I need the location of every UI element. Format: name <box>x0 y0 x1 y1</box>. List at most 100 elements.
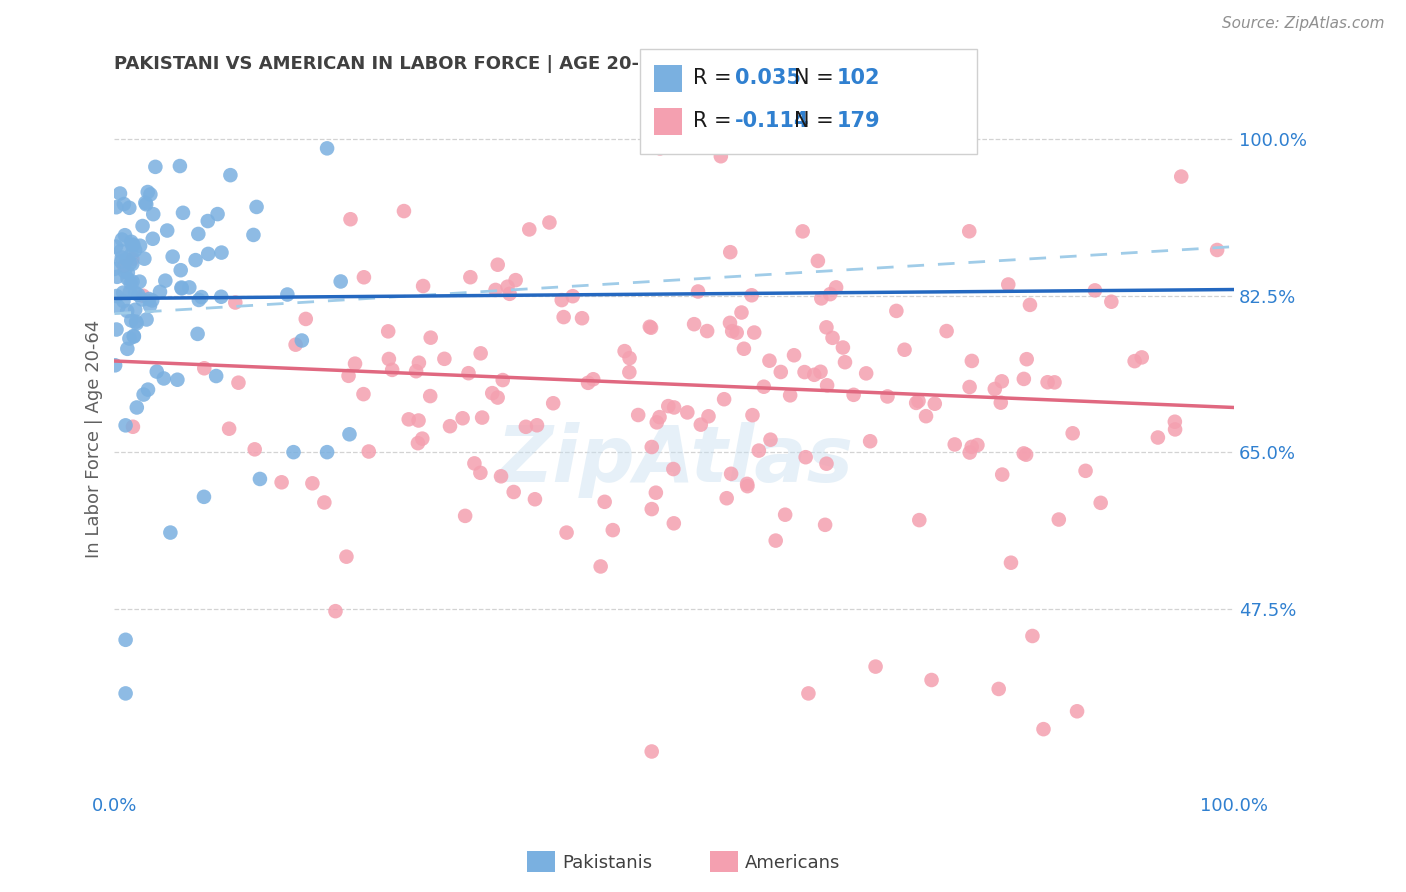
Point <box>716 491 738 506</box>
Point <box>125 316 148 330</box>
Point <box>344 357 367 371</box>
Point <box>291 334 314 348</box>
Point <box>1123 354 1146 368</box>
Point <box>463 456 485 470</box>
Point <box>1090 496 1112 510</box>
Point <box>613 344 636 359</box>
Point <box>122 329 145 343</box>
Point <box>335 549 357 564</box>
Point <box>470 466 492 480</box>
Point <box>357 444 380 458</box>
Point <box>105 269 128 284</box>
Point <box>170 263 193 277</box>
Point <box>855 367 877 381</box>
Point <box>139 187 162 202</box>
Point <box>821 331 844 345</box>
Point <box>1043 376 1066 390</box>
Point <box>697 409 720 424</box>
Point <box>219 168 242 182</box>
Point <box>987 681 1010 696</box>
Point <box>124 302 146 317</box>
Point <box>686 285 709 299</box>
Point <box>132 289 155 303</box>
Point <box>1206 243 1229 257</box>
Point <box>741 408 763 422</box>
Point <box>117 271 139 285</box>
Point <box>769 365 792 379</box>
Point <box>149 285 172 299</box>
Point <box>118 201 141 215</box>
Point <box>121 252 143 266</box>
Point <box>114 632 136 647</box>
Point <box>159 525 181 540</box>
Point <box>515 419 537 434</box>
Text: Source: ZipAtlas.com: Source: ZipAtlas.com <box>1222 16 1385 31</box>
Point <box>105 200 128 214</box>
Point <box>662 516 685 531</box>
Point <box>132 387 155 401</box>
Point <box>960 354 983 368</box>
Point <box>526 418 548 433</box>
Point <box>155 274 177 288</box>
Point <box>924 397 946 411</box>
Point <box>378 351 401 366</box>
Point <box>1021 629 1043 643</box>
Point <box>166 373 188 387</box>
Point <box>1164 422 1187 436</box>
Point <box>242 227 264 242</box>
Text: Pakistanis: Pakistanis <box>562 854 652 871</box>
Point <box>496 279 519 293</box>
Point <box>139 299 162 313</box>
Point <box>129 238 152 252</box>
Text: -0.114: -0.114 <box>735 112 810 131</box>
Point <box>792 224 814 238</box>
Point <box>484 283 506 297</box>
Point <box>773 508 796 522</box>
Point <box>353 270 375 285</box>
Point <box>1066 704 1088 718</box>
Point <box>555 525 578 540</box>
Point <box>169 159 191 173</box>
Point <box>481 386 503 401</box>
Point <box>439 419 461 434</box>
Point <box>172 206 194 220</box>
Point <box>120 276 142 290</box>
Point <box>121 275 143 289</box>
Point <box>124 285 146 300</box>
Point <box>593 495 616 509</box>
Point <box>112 197 135 211</box>
Point <box>865 659 887 673</box>
Point <box>377 324 399 338</box>
Point <box>205 369 228 384</box>
Point <box>893 343 915 357</box>
Point <box>505 273 527 287</box>
Point <box>662 401 685 415</box>
Point <box>921 673 943 687</box>
Point <box>141 293 163 308</box>
Point <box>408 356 430 370</box>
Point <box>876 389 898 403</box>
Point <box>197 247 219 261</box>
Point <box>523 492 546 507</box>
Point <box>640 320 662 334</box>
Point <box>602 523 624 537</box>
Text: 179: 179 <box>837 112 880 131</box>
Point <box>1019 298 1042 312</box>
Point <box>107 300 129 314</box>
Point <box>1074 464 1097 478</box>
Point <box>935 324 957 338</box>
Point <box>136 185 159 199</box>
Text: Americans: Americans <box>745 854 841 871</box>
Point <box>433 351 456 366</box>
Point <box>1032 722 1054 736</box>
Point <box>270 475 292 490</box>
Point <box>329 275 352 289</box>
Point <box>117 266 139 280</box>
Point <box>142 232 165 246</box>
Point <box>737 479 759 493</box>
Point <box>641 502 664 516</box>
Point <box>353 387 375 401</box>
Point <box>959 380 981 394</box>
Point <box>134 252 156 266</box>
Point <box>316 445 339 459</box>
